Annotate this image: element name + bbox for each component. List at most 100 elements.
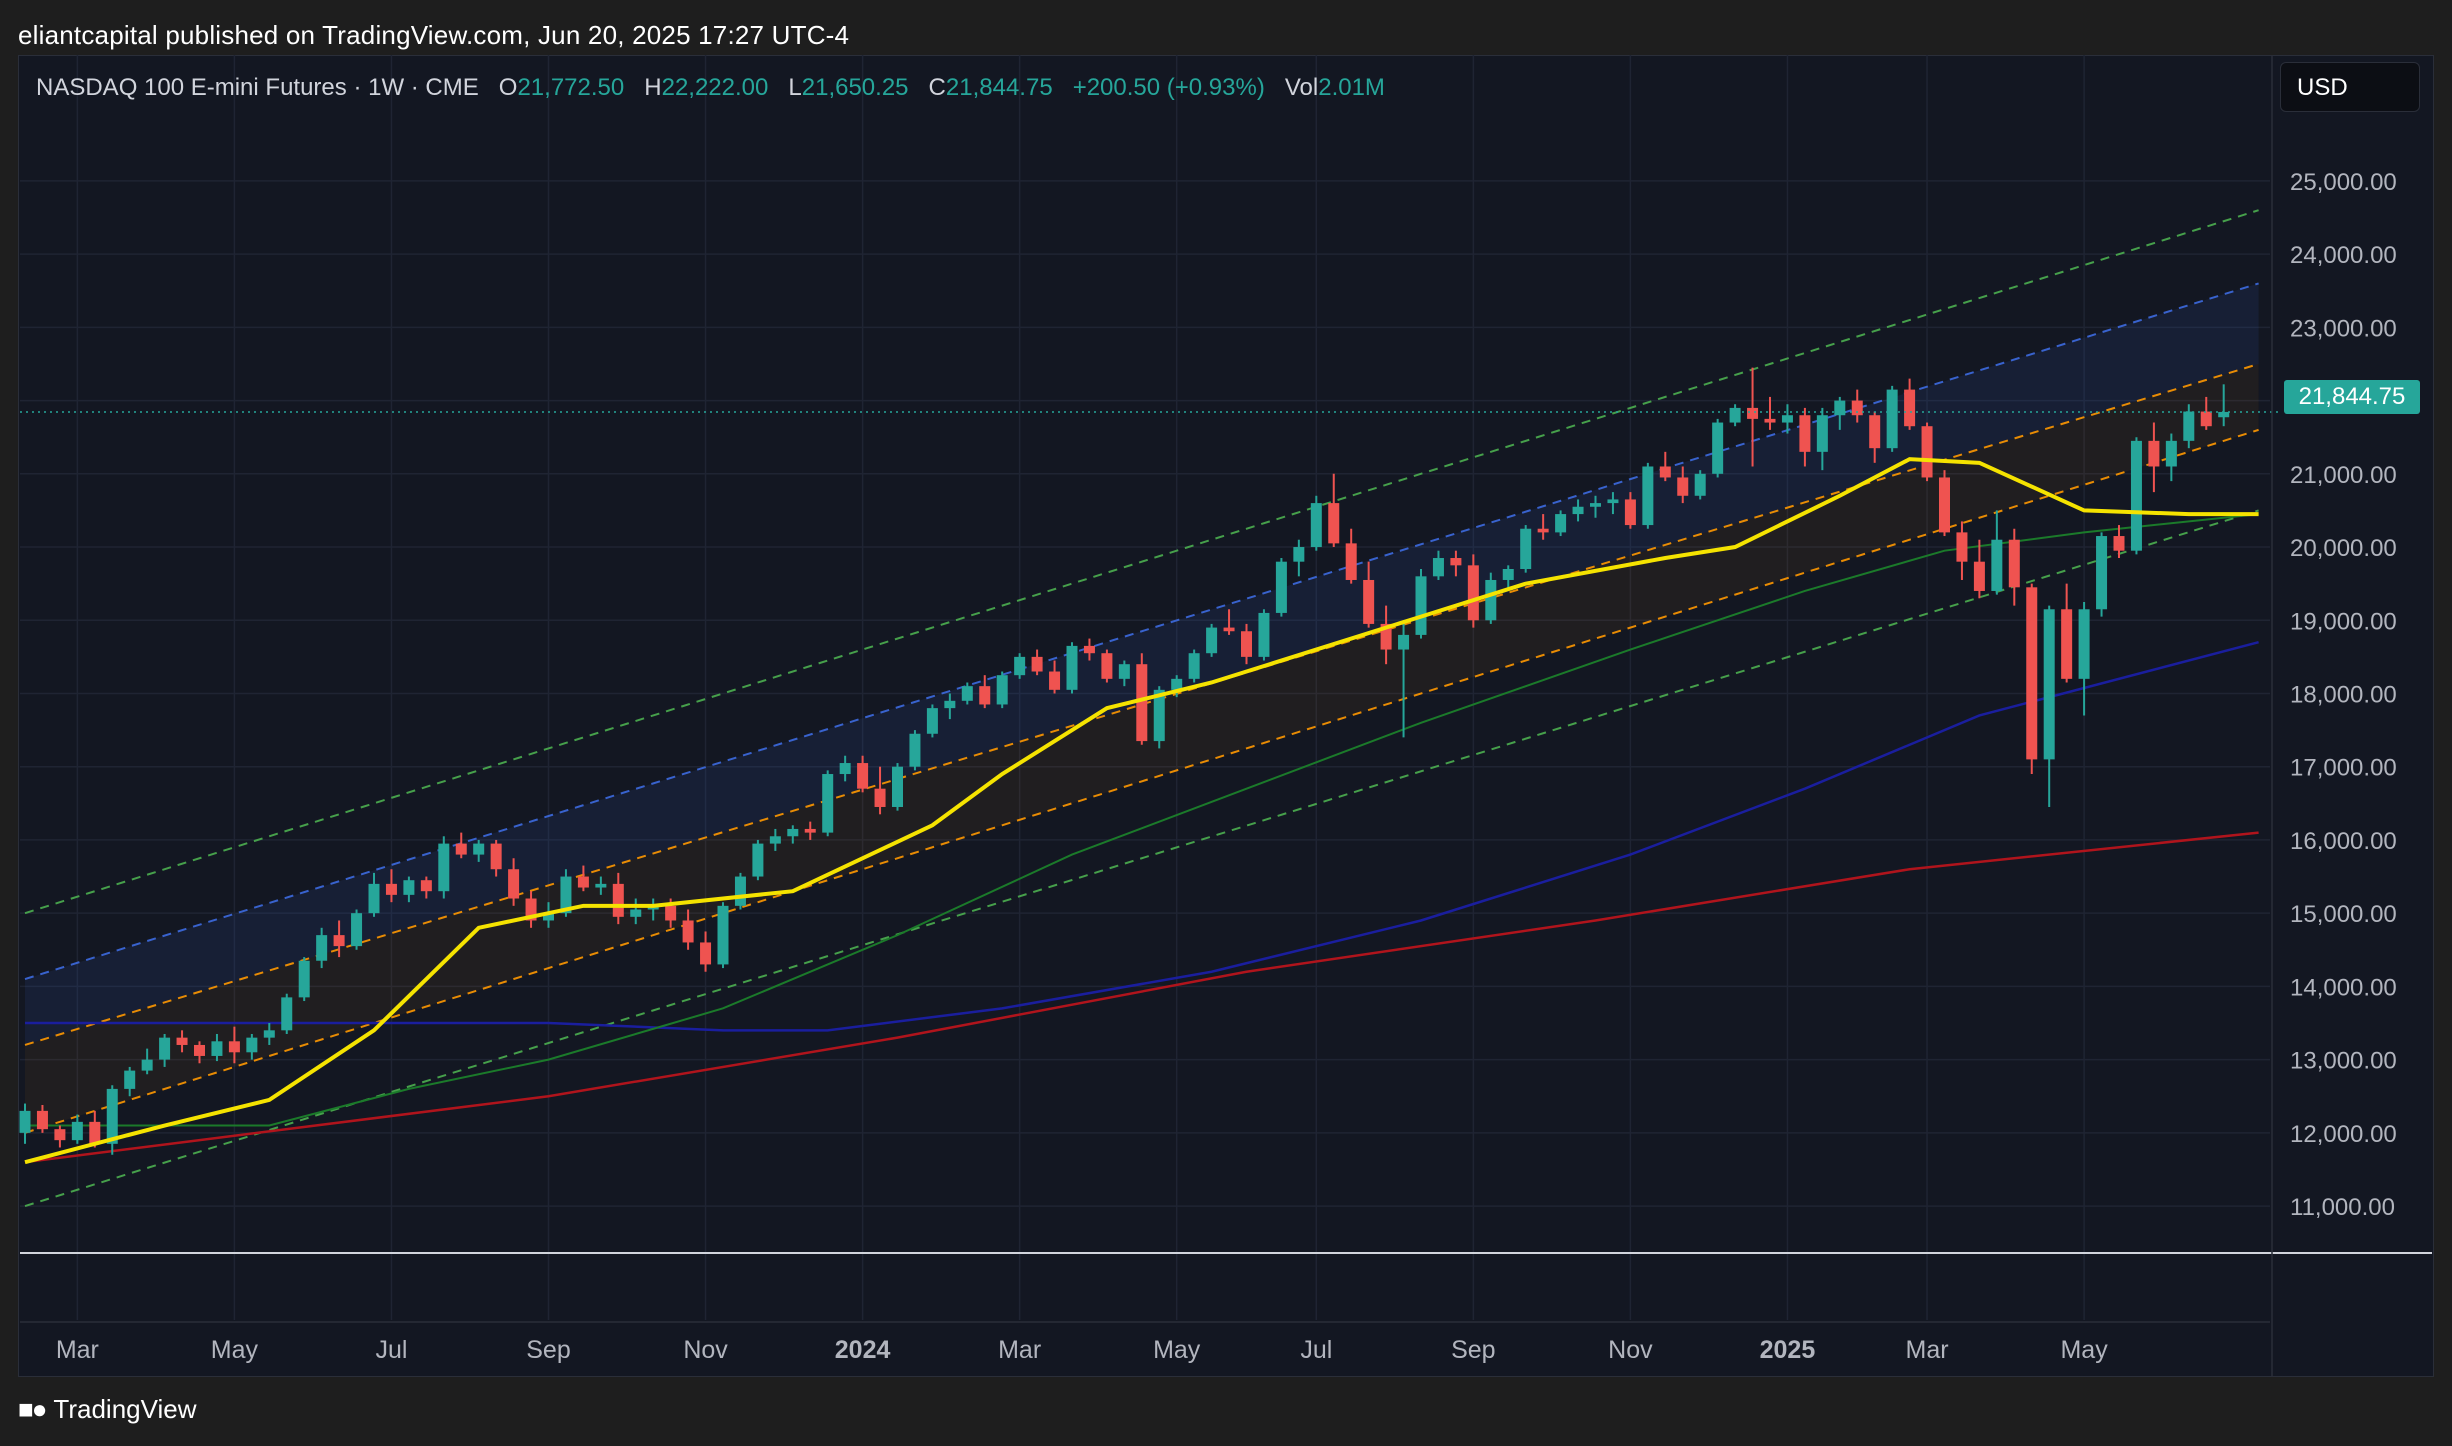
candle-body-13 (246, 1037, 258, 1053)
candle-body-121 (2130, 440, 2142, 551)
candle-body-122 (2148, 440, 2160, 467)
candle-body-11 (211, 1041, 223, 1056)
candle-body-80 (1415, 576, 1427, 635)
candle-body-72 (1275, 561, 1287, 613)
last-price-tag: 21,844.75 (2284, 380, 2420, 414)
candle-body-120 (2113, 536, 2125, 551)
candle-body-49 (874, 788, 886, 807)
candle-body-86 (1520, 528, 1532, 569)
candle-body-55 (979, 686, 991, 705)
x-tick-label-7: May (1153, 1336, 1201, 1364)
candle-body-112 (1973, 561, 1985, 591)
candle-body-53 (944, 700, 956, 709)
ma-line-3 (24, 831, 2259, 1164)
candle-body-84 (1485, 579, 1497, 621)
candle-body-90 (1590, 503, 1601, 507)
low-value: 21,650.25 (801, 74, 909, 101)
candle-body-64 (1136, 664, 1148, 742)
candle-body-33 (595, 883, 607, 888)
candle-body-81 (1432, 558, 1444, 577)
candle-body-98 (1729, 407, 1741, 423)
candle-body-4 (89, 1121, 101, 1144)
channel-line-3 (24, 428, 2259, 1134)
candle-body-115 (2026, 587, 2038, 760)
channel-fill-middle (25, 363, 2259, 1133)
open-value: 21,772.50 (517, 74, 625, 101)
candle-body-56 (996, 675, 1008, 705)
x-tick-label-4: Nov (683, 1336, 728, 1364)
candle-body-75 (1328, 503, 1340, 544)
tradingview-logo-icon: ■● (18, 1394, 47, 1424)
candle-body-14 (263, 1030, 275, 1038)
x-tick-label-1: May (211, 1336, 259, 1364)
candle-body-40 (717, 905, 729, 965)
candle-body-77 (1363, 579, 1375, 624)
candle-body-74 (1310, 503, 1322, 548)
x-tick-label-3: Sep (526, 1336, 570, 1364)
candle-body-46 (822, 774, 834, 833)
candle-body-58 (1031, 656, 1043, 672)
candle-body-20 (368, 883, 380, 914)
candle-body-83 (1467, 565, 1479, 621)
candle-body-41 (734, 876, 746, 906)
candle-body-2 (54, 1129, 66, 1141)
candle-body-63 (1118, 664, 1130, 679)
candle-body-43 (769, 836, 781, 844)
candle-body-95 (1677, 477, 1689, 496)
candle-body-1 (36, 1110, 48, 1130)
y-tick-label-13: 12,000.00 (2290, 1121, 2397, 1148)
candle-body-68 (1206, 627, 1218, 654)
candle-body-24 (438, 843, 450, 892)
candle-body-71 (1258, 612, 1270, 657)
candle-body-51 (909, 733, 921, 767)
channel-line-1 (24, 282, 2259, 981)
candle-body-54 (961, 686, 973, 701)
x-tick-label-2: Jul (375, 1336, 407, 1364)
candle-body-65 (1153, 689, 1165, 742)
close-value: 21,844.75 (945, 74, 1053, 101)
candle-body-109 (1921, 426, 1933, 478)
y-tick-label-8: 17,000.00 (2290, 755, 2397, 782)
channel-line-2 (24, 363, 2259, 1046)
candle-body-32 (577, 876, 589, 888)
candle-body-113 (1991, 539, 2003, 591)
candle-body-96 (1694, 473, 1706, 496)
candle-body-105 (1851, 400, 1863, 416)
symbol-label[interactable]: NASDAQ 100 E-mini Futures · 1W · CME (36, 74, 479, 101)
candle-body-26 (473, 843, 485, 855)
x-tick-label-6: Mar (998, 1336, 1041, 1364)
candle-body-37 (665, 905, 677, 921)
candle-body-100 (1764, 418, 1776, 423)
candle-body-114 (2008, 539, 2020, 588)
candle-body-31 (560, 876, 572, 914)
candle-body-3 (71, 1121, 83, 1141)
candle-body-30 (543, 913, 554, 921)
y-tick-label-0: 25,000.00 (2290, 169, 2397, 196)
currency-button[interactable]: USD (2280, 62, 2420, 112)
candle-body-92 (1624, 499, 1636, 526)
published-line: eliantcapital published on TradingView.c… (18, 20, 850, 50)
x-tick-label-9: Sep (1451, 1336, 1495, 1364)
candle-body-29 (525, 898, 537, 921)
candle-body-85 (1502, 569, 1514, 580)
tradingview-branding[interactable]: ■● TradingView (18, 1394, 197, 1425)
candle-body-108 (1904, 389, 1916, 427)
x-tick-label-8: Jul (1300, 1336, 1332, 1364)
high-label: H (644, 74, 662, 101)
y-tick-label-6: 19,000.00 (2290, 608, 2397, 635)
open-label: O (498, 74, 518, 101)
ohlc-legend: NASDAQ 100 E-mini Futures · 1W · CME O21… (36, 74, 1385, 102)
candle-body-23 (420, 880, 432, 892)
candle-body-67 (1188, 653, 1200, 679)
high-value: 22,222.00 (661, 74, 769, 101)
candle-body-8 (159, 1037, 171, 1060)
x-tick-label-12: Mar (1906, 1336, 1949, 1364)
candle-body-52 (926, 708, 938, 734)
candle-body-107 (1886, 389, 1898, 449)
candle-body-89 (1572, 506, 1584, 515)
candle-body-48 (857, 763, 869, 789)
candle-body-35 (630, 909, 642, 917)
candle-body-18 (333, 935, 345, 947)
candle-body-94 (1659, 466, 1671, 478)
